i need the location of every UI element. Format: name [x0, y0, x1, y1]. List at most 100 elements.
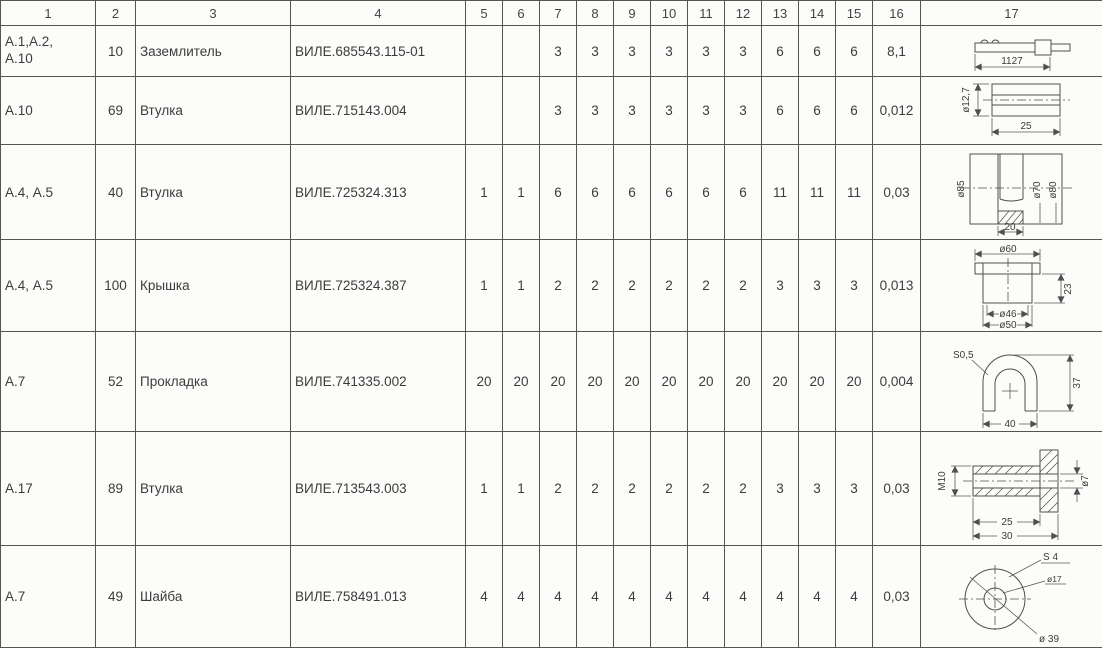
- sketch-cell: S0,5 37 40: [920, 331, 1102, 432]
- designation-cell: ВИЛЕ.758491.013: [290, 545, 466, 648]
- qty-cell: 4: [687, 545, 725, 648]
- qty-cell: 6: [539, 144, 577, 240]
- qty-cell: 2: [539, 239, 577, 332]
- name-cell: Втулка: [135, 431, 291, 546]
- qty-cell: 6: [835, 76, 873, 145]
- qty-cell: 3: [724, 25, 762, 77]
- flanged-bushing-drawing-icon: ø85 ø70 ø80 20: [956, 153, 1073, 236]
- table-row: А.1,А.2, А.10 10 Заземлитель ВИЛЕ.685543…: [0, 25, 1102, 77]
- qty-cell: 20: [724, 331, 762, 432]
- qty-cell: 6: [761, 25, 799, 77]
- table-row: А.4, А.5 100 Крышка ВИЛЕ.725324.387 1 1 …: [0, 239, 1102, 332]
- where-used-cell: А.4, А.5: [0, 144, 96, 240]
- qty-cell: 4: [798, 545, 836, 648]
- mass-cell: 8,1: [872, 25, 921, 77]
- qty-cell: 4: [724, 545, 762, 648]
- sleeve-cylinder-drawing-icon: ø12,7 25: [961, 83, 1070, 136]
- table-row: А.7 52 Прокладка ВИЛЕ.741335.002 20 20 2…: [0, 331, 1102, 432]
- pos-cell: 49: [95, 545, 136, 648]
- designation-cell: ВИЛЕ.725324.387: [290, 239, 466, 332]
- qty-cell: 1: [465, 239, 503, 332]
- qty-cell: 3: [761, 431, 799, 546]
- qty-cell: 3: [798, 431, 836, 546]
- col-header: 5: [465, 0, 503, 26]
- dim-label: ø12,7: [961, 86, 972, 112]
- qty-cell: 20: [798, 331, 836, 432]
- col-header: 4: [290, 0, 466, 26]
- designation-cell: ВИЛЕ.685543.115-01: [290, 25, 466, 77]
- table-row: А.10 69 Втулка ВИЛЕ.715143.004 3 3 3 3 3…: [0, 76, 1102, 145]
- where-used-cell: А.7: [0, 331, 96, 432]
- sketch-cell: ø85 ø70 ø80 20: [920, 144, 1102, 240]
- sketch-cell: S 4 ø17 ø 39: [920, 545, 1102, 648]
- qty-cell: 4: [835, 545, 873, 648]
- pos-cell: 52: [95, 331, 136, 432]
- cap-drawing-icon: ø60 23 ø46: [974, 244, 1074, 329]
- qty-cell: 6: [613, 144, 651, 240]
- qty-cell: [502, 25, 540, 77]
- qty-cell: 11: [835, 144, 873, 240]
- qty-cell: 20: [687, 331, 725, 432]
- qty-cell: 6: [835, 25, 873, 77]
- table-row: А.7 49 Шайба ВИЛЕ.758491.013 4 4 4 4 4 4…: [0, 545, 1102, 648]
- mass-cell: 0,012: [872, 76, 921, 145]
- qty-cell: 6: [576, 144, 614, 240]
- dim-label: ø60: [999, 244, 1017, 255]
- pos-cell: 100: [95, 239, 136, 332]
- dim-label: 25: [1001, 517, 1013, 528]
- sketch-cell: ø12,7 25: [920, 76, 1102, 145]
- qty-cell: 3: [835, 239, 873, 332]
- qty-cell: 1: [502, 239, 540, 332]
- col-header: 15: [835, 0, 873, 26]
- qty-cell: 3: [687, 76, 725, 145]
- qty-cell: 4: [465, 545, 503, 648]
- qty-cell: 1: [465, 431, 503, 546]
- qty-cell: 2: [724, 431, 762, 546]
- qty-cell: [465, 25, 503, 77]
- qty-cell: 3: [798, 239, 836, 332]
- where-used-cell: А.17: [0, 431, 96, 546]
- threaded-bushing-drawing-icon: M10 ø7 25 30: [937, 449, 1091, 542]
- mass-cell: 0,03: [872, 431, 921, 546]
- name-cell: Втулка: [135, 144, 291, 240]
- qty-cell: 2: [613, 431, 651, 546]
- qty-cell: 20: [613, 331, 651, 432]
- col-header: 6: [502, 0, 540, 26]
- pos-cell: 40: [95, 144, 136, 240]
- qty-cell: 20: [761, 331, 799, 432]
- col-header: 9: [613, 0, 651, 26]
- col-header: 7: [539, 0, 577, 26]
- col-header: 8: [576, 0, 614, 26]
- qty-cell: 20: [502, 331, 540, 432]
- qty-cell: 3: [576, 25, 614, 77]
- sketch-cell: M10 ø7 25 30: [920, 431, 1102, 546]
- name-cell: Заземлитель: [135, 25, 291, 77]
- qty-cell: 6: [798, 76, 836, 145]
- qty-cell: 3: [539, 76, 577, 145]
- dim-label: ø85: [956, 180, 967, 198]
- dim-label: 1127: [1001, 56, 1023, 67]
- qty-cell: [465, 76, 503, 145]
- qty-cell: 2: [613, 239, 651, 332]
- pos-cell: 10: [95, 25, 136, 77]
- qty-cell: 3: [613, 25, 651, 77]
- qty-cell: 2: [724, 239, 762, 332]
- washer-drawing-icon: S 4 ø17 ø 39: [959, 552, 1070, 645]
- name-cell: Шайба: [135, 545, 291, 648]
- qty-cell: 11: [761, 144, 799, 240]
- table-row: А.17 89 Втулка ВИЛЕ.713543.003 1 1 2 2 2…: [0, 431, 1102, 546]
- qty-cell: 3: [650, 25, 688, 77]
- qty-cell: 3: [835, 431, 873, 546]
- qty-cell: 20: [539, 331, 577, 432]
- dim-label: 20: [1004, 222, 1016, 233]
- sketch-cell: ø60 23 ø46: [920, 239, 1102, 332]
- qty-cell: 3: [724, 76, 762, 145]
- qty-cell: 4: [502, 545, 540, 648]
- dim-label: 40: [1004, 419, 1016, 430]
- col-header: 11: [687, 0, 725, 26]
- qty-cell: 20: [465, 331, 503, 432]
- qty-cell: 2: [687, 431, 725, 546]
- col-header: 16: [872, 0, 921, 26]
